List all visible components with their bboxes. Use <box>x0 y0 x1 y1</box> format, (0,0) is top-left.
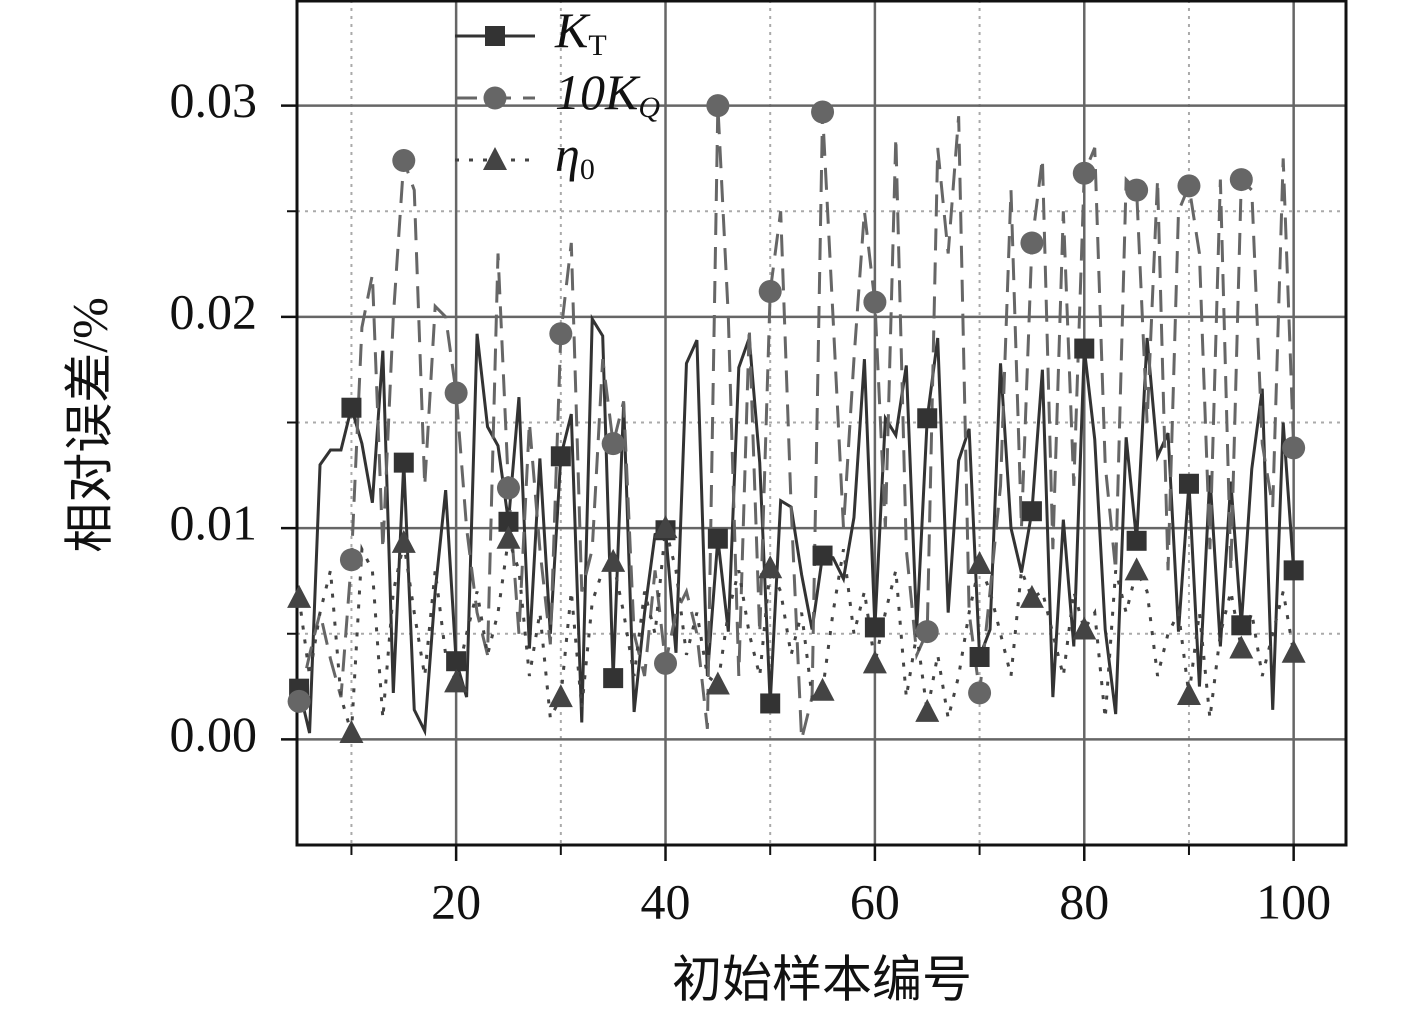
marker <box>341 397 362 418</box>
marker <box>811 100 835 124</box>
marker <box>1283 560 1304 581</box>
marker <box>1074 338 1095 359</box>
marker <box>391 529 416 553</box>
marker <box>1176 682 1201 706</box>
marker <box>967 551 992 575</box>
x-axis-label: 初始样本编号 <box>672 951 972 1007</box>
marker <box>601 432 625 456</box>
y-tick-label: 0.03 <box>170 72 258 128</box>
legend-label: 10KQ <box>555 64 660 123</box>
legend-name: K <box>554 2 591 58</box>
x-tick-label: 40 <box>641 873 691 929</box>
marker <box>1177 174 1201 198</box>
y-tick-label: 0.01 <box>170 495 258 551</box>
marker <box>1231 615 1252 636</box>
series-line <box>297 105 1296 740</box>
marker <box>862 650 887 674</box>
marker <box>1178 473 1199 494</box>
marker <box>706 94 730 118</box>
marker <box>758 555 783 579</box>
marker <box>496 525 521 549</box>
marker <box>393 452 414 473</box>
marker <box>758 280 782 304</box>
marker <box>915 620 939 644</box>
marker <box>863 290 887 314</box>
marker <box>548 684 573 708</box>
marker <box>969 646 990 667</box>
marker <box>1072 161 1096 185</box>
series-line <box>297 527 1296 734</box>
marker <box>392 149 416 173</box>
legend-name: 10K <box>555 64 641 120</box>
legend-sub: Q <box>638 91 660 124</box>
plot-frame <box>295 0 1348 847</box>
x-tick-label: 20 <box>431 873 481 929</box>
marker <box>917 408 938 429</box>
marker <box>1020 231 1044 255</box>
marker <box>498 511 519 532</box>
marker <box>444 669 469 693</box>
marker <box>1281 639 1306 663</box>
y-axis-label: 相对误差/% <box>61 297 117 553</box>
marker <box>601 548 626 572</box>
marker <box>915 698 940 722</box>
x-tick-label: 80 <box>1059 873 1109 929</box>
x-tick-label: 60 <box>850 873 900 929</box>
marker <box>446 651 467 672</box>
marker <box>864 617 885 638</box>
marker <box>444 381 468 405</box>
marker <box>603 668 624 689</box>
marker <box>705 671 730 695</box>
marker <box>760 693 781 714</box>
marker <box>1229 635 1254 659</box>
marker <box>287 689 311 713</box>
marker <box>1124 557 1149 581</box>
marker <box>1125 178 1149 202</box>
marker <box>707 528 728 549</box>
marker <box>1021 501 1042 522</box>
legend-label: η0 <box>555 126 595 185</box>
y-tick-label: 0.00 <box>170 706 258 762</box>
marker <box>485 26 505 46</box>
marker <box>1072 616 1097 640</box>
y-tick-label: 0.02 <box>170 283 258 339</box>
marker <box>1126 530 1147 551</box>
marker <box>287 584 312 608</box>
marker <box>339 548 363 572</box>
marker <box>968 681 992 705</box>
marker <box>1282 436 1306 460</box>
legend-sub: 0 <box>580 153 595 186</box>
marker <box>1019 584 1044 608</box>
marker <box>812 545 833 566</box>
marker <box>339 720 364 744</box>
legend-sub: T <box>588 29 606 62</box>
marker <box>549 322 573 346</box>
marker <box>483 147 507 170</box>
marker <box>550 446 571 467</box>
marker <box>653 515 678 539</box>
legend-label: KT <box>554 2 607 61</box>
marker <box>654 651 678 675</box>
marker <box>810 677 835 701</box>
x-tick-label: 100 <box>1256 873 1331 929</box>
marker <box>496 476 520 500</box>
marker <box>483 86 507 110</box>
legend-name: η <box>555 126 580 182</box>
marker <box>1229 168 1253 192</box>
